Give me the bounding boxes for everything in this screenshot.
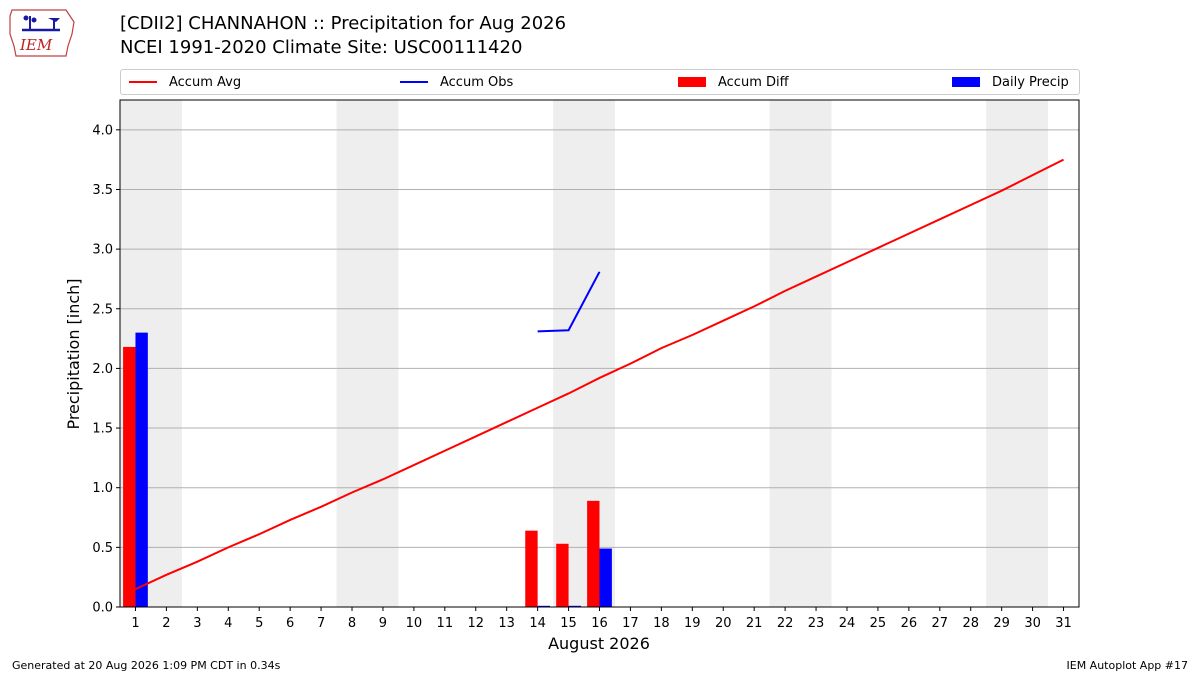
accum-obs-line [537, 271, 601, 333]
weekend-band [336, 100, 399, 607]
y-tick-label: 1.0 [92, 481, 113, 496]
x-tick-label: 7 [317, 616, 325, 631]
bar-series [123, 332, 612, 607]
x-tick-label: 4 [224, 616, 232, 631]
x-tick-label: 2 [162, 616, 170, 631]
y-tick-label: 3.0 [92, 243, 113, 258]
x-tick-label: 26 [901, 616, 918, 631]
legend-item-daily-precip: Daily Precip [952, 70, 1069, 94]
x-tick-label: 15 [560, 616, 577, 631]
x-axis-title: August 2026 [548, 634, 650, 653]
y-tick-label: 2.0 [92, 362, 113, 377]
x-tick-label: 16 [591, 616, 608, 631]
x-tick-label: 12 [467, 616, 484, 631]
x-tick-label: 25 [870, 616, 887, 631]
y-tick-label: 0.0 [92, 601, 113, 616]
daily-precip-bar [537, 605, 551, 607]
x-tick-label: 5 [255, 616, 263, 631]
x-tick-label: 20 [715, 616, 732, 631]
daily-precip-bar [568, 605, 581, 607]
x-tick-label: 29 [993, 616, 1010, 631]
accum-diff-bar [123, 346, 136, 607]
accum-diff-bar [525, 530, 538, 607]
x-tick-label: 22 [777, 616, 794, 631]
accum-diff-bar [587, 500, 600, 607]
x-tick-label: 27 [932, 616, 949, 631]
legend-label: Accum Diff [718, 74, 789, 90]
x-axis-ticks: 1 2 3 4 5 6 7 8 9 10 11 12 13 14 15 16 17 18 19 20 21 22 23 24 2… [131, 607, 1072, 631]
y-tick-label: 1.5 [92, 422, 113, 437]
legend-label: Daily Precip [992, 74, 1069, 90]
iem-logo: IEM [8, 6, 80, 58]
weekend-bands [120, 100, 1049, 607]
x-tick-label: 19 [684, 616, 701, 631]
y-gridlines [120, 129, 1079, 548]
x-tick-label: 18 [653, 616, 670, 631]
x-tick-label: 10 [406, 616, 423, 631]
x-tick-label: 14 [529, 616, 546, 631]
accum-diff-bar [556, 543, 569, 607]
x-tick-label: 11 [437, 616, 454, 631]
weekend-band [553, 100, 615, 607]
accum-avg-line [135, 158, 1064, 591]
x-tick-label: 13 [498, 616, 515, 631]
y-tick-label: 2.5 [92, 302, 113, 317]
y-axis-ticks: 0.0 0.5 1.0 1.5 2.0 2.5 3.0 3.5 4.0 [92, 123, 120, 616]
legend-swatch-accum-obs [400, 81, 428, 83]
x-tick-label: 8 [348, 616, 356, 631]
chart-subtitle: NCEI 1991-2020 Climate Site: USC00111420 [120, 37, 523, 58]
chart-legend: Accum Avg Accum Obs Accum Diff Daily Pre… [120, 69, 1080, 95]
logo-text: IEM [19, 36, 53, 54]
x-tick-label: 6 [286, 616, 294, 631]
y-tick-label: 4.0 [92, 123, 113, 138]
y-tick-label: 0.5 [92, 541, 113, 556]
x-tick-label: 17 [622, 616, 639, 631]
x-tick-label: 31 [1055, 616, 1072, 631]
daily-precip-bar [599, 548, 612, 607]
x-tick-label: 23 [808, 616, 825, 631]
x-tick-label: 21 [746, 616, 763, 631]
generated-timestamp: Generated at 20 Aug 2026 1:09 PM CDT in … [12, 659, 281, 672]
legend-item-accum-avg: Accum Avg [129, 70, 241, 94]
y-axis-title: Precipitation [inch] [64, 278, 83, 429]
legend-item-accum-obs: Accum Obs [400, 70, 513, 94]
weekend-band [769, 100, 832, 607]
legend-swatch-accum-avg [129, 81, 157, 83]
legend-label: Accum Avg [169, 74, 242, 90]
chart-title: [CDII2] CHANNAHON :: Precipitation for A… [120, 13, 567, 34]
x-tick-label: 9 [379, 616, 387, 631]
app-credit: IEM Autoplot App #17 [1066, 659, 1189, 672]
legend-swatch-daily-precip [952, 77, 980, 87]
legend-item-accum-diff: Accum Diff [678, 70, 789, 94]
x-tick-label: 24 [839, 616, 856, 631]
x-tick-label: 1 [131, 616, 139, 631]
legend-label: Accum Obs [440, 74, 514, 90]
legend-swatch-accum-diff [678, 77, 706, 87]
daily-precip-bar [135, 332, 148, 607]
line-series [135, 158, 1064, 591]
y-tick-label: 3.5 [92, 183, 113, 198]
x-tick-label: 28 [962, 616, 979, 631]
x-tick-label: 30 [1024, 616, 1041, 631]
x-tick-label: 3 [193, 616, 201, 631]
weekend-band [986, 100, 1049, 607]
